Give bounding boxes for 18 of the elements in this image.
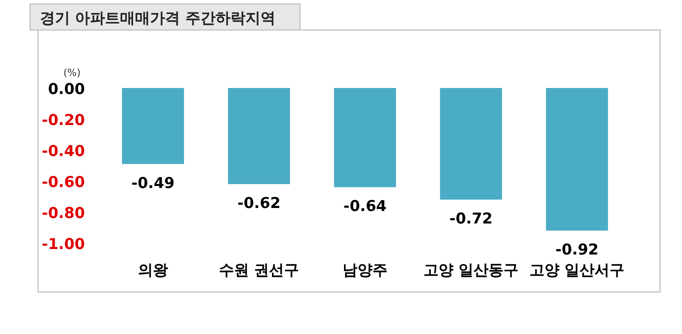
data-label: -0.62 [237, 194, 281, 212]
y-tick-label: -0.40 [42, 142, 85, 160]
data-label: -0.92 [555, 240, 599, 259]
y-axis-title: (%) [63, 68, 81, 79]
x-tick-label: 의왕 [138, 261, 168, 279]
y-tick-label: 0.00 [48, 80, 85, 98]
data-label: -0.64 [343, 197, 387, 216]
data-label: -0.72 [449, 210, 493, 228]
x-tick-label: 수원 권선구 [218, 261, 300, 279]
chart-title: 경기 아파트매매가격 주간하락지역 [40, 9, 276, 27]
x-tick-label: 고양 일산서구 [529, 261, 625, 279]
y-tick-label: -0.80 [42, 204, 85, 222]
x-tick-label: 남양주 [342, 261, 388, 279]
y-tick-label: -1.00 [42, 235, 85, 253]
x-tick-label: 고양 일산동구 [423, 261, 519, 279]
data-label: -0.49 [131, 174, 175, 192]
y-tick-label: -0.20 [42, 111, 85, 129]
y-tick-label: -0.60 [42, 173, 85, 191]
